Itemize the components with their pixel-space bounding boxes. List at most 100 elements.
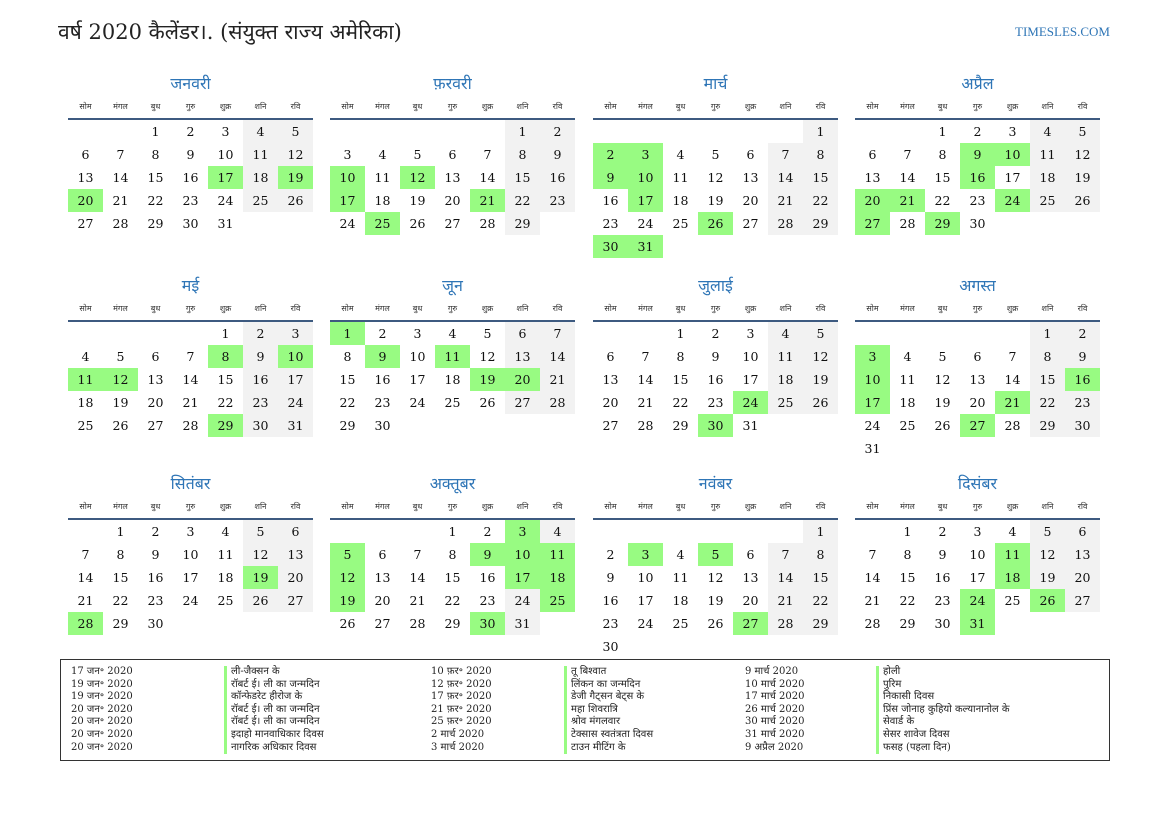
day-cell[interactable]: 20 <box>278 566 313 589</box>
day-cell[interactable]: 20 <box>1065 566 1100 589</box>
day-cell[interactable]: 8 <box>803 543 838 566</box>
holiday-day-cell[interactable]: 31 <box>628 235 663 258</box>
day-cell[interactable]: 29 <box>803 612 838 635</box>
day-cell[interactable]: 26 <box>339 616 356 631</box>
day-cell[interactable]: 21 <box>768 589 803 612</box>
day-cell[interactable]: 1 <box>803 120 838 143</box>
day-cell[interactable]: 20 <box>742 593 759 608</box>
day-cell[interactable]: 1 <box>676 326 685 341</box>
day-cell[interactable]: 30 <box>182 216 199 231</box>
day-cell[interactable]: 7 <box>768 543 803 566</box>
day-cell[interactable]: 25 <box>768 391 803 414</box>
day-cell[interactable]: 24 <box>864 418 881 433</box>
day-cell[interactable]: 5 <box>278 120 313 143</box>
holiday-day-cell[interactable]: 2 <box>593 143 628 166</box>
day-cell[interactable]: 21 <box>768 189 803 212</box>
day-cell[interactable]: 14 <box>112 170 129 185</box>
day-cell[interactable]: 7 <box>483 147 492 162</box>
holiday-day-cell[interactable]: 5 <box>330 543 365 566</box>
day-cell[interactable]: 24 <box>182 593 199 608</box>
day-cell[interactable]: 26 <box>409 216 426 231</box>
day-cell[interactable]: 24 <box>637 216 654 231</box>
holiday-day-cell[interactable]: 11 <box>540 543 575 566</box>
day-cell[interactable]: 1 <box>903 524 912 539</box>
day-cell[interactable]: 19 <box>1065 166 1100 189</box>
day-cell[interactable]: 15 <box>505 166 540 189</box>
holiday-day-cell[interactable]: 21 <box>470 189 505 212</box>
day-cell[interactable]: 12 <box>1030 543 1065 566</box>
day-cell[interactable]: 8 <box>448 547 457 562</box>
day-cell[interactable]: 22 <box>934 193 951 208</box>
day-cell[interactable]: 13 <box>969 372 986 387</box>
day-cell[interactable]: 17 <box>409 372 426 387</box>
holiday-day-cell[interactable]: 30 <box>698 414 733 437</box>
holiday-day-cell[interactable]: 9 <box>593 166 628 189</box>
day-cell[interactable]: 27 <box>602 418 619 433</box>
day-cell[interactable]: 22 <box>112 593 129 608</box>
day-cell[interactable]: 27 <box>77 216 94 231</box>
day-cell[interactable]: 29 <box>339 418 356 433</box>
holiday-day-cell[interactable]: 27 <box>855 212 890 235</box>
day-cell[interactable]: 6 <box>378 547 387 562</box>
day-cell[interactable]: 11 <box>243 143 278 166</box>
day-cell[interactable]: 28 <box>899 216 916 231</box>
day-cell[interactable]: 13 <box>374 570 391 585</box>
day-cell[interactable]: 29 <box>803 212 838 235</box>
day-cell[interactable]: 25 <box>1004 593 1021 608</box>
day-cell[interactable]: 24 <box>637 616 654 631</box>
holiday-day-cell[interactable]: 31 <box>960 612 995 635</box>
day-cell[interactable]: 8 <box>803 143 838 166</box>
day-cell[interactable]: 22 <box>1030 391 1065 414</box>
holiday-day-cell[interactable]: 11 <box>68 368 103 391</box>
day-cell[interactable]: 4 <box>378 147 387 162</box>
day-cell[interactable]: 15 <box>934 170 951 185</box>
day-cell[interactable]: 29 <box>505 212 540 235</box>
day-cell[interactable]: 13 <box>505 345 540 368</box>
day-cell[interactable]: 4 <box>903 349 912 364</box>
day-cell[interactable]: 3 <box>278 322 313 345</box>
day-cell[interactable]: 15 <box>444 570 461 585</box>
holiday-day-cell[interactable]: 10 <box>995 143 1030 166</box>
day-cell[interactable]: 25 <box>672 216 689 231</box>
day-cell[interactable]: 25 <box>77 418 94 433</box>
day-cell[interactable]: 31 <box>742 418 759 433</box>
day-cell[interactable]: 22 <box>672 395 689 410</box>
day-cell[interactable]: 31 <box>278 414 313 437</box>
day-cell[interactable]: 20 <box>147 395 164 410</box>
holiday-day-cell[interactable]: 20 <box>68 189 103 212</box>
day-cell[interactable]: 21 <box>77 593 94 608</box>
day-cell[interactable]: 14 <box>479 170 496 185</box>
holiday-day-cell[interactable]: 18 <box>995 566 1030 589</box>
day-cell[interactable]: 15 <box>147 170 164 185</box>
day-cell[interactable]: 20 <box>742 193 759 208</box>
day-cell[interactable]: 26 <box>707 616 724 631</box>
day-cell[interactable]: 17 <box>278 368 313 391</box>
day-cell[interactable]: 17 <box>637 593 654 608</box>
holiday-day-cell[interactable]: 26 <box>1030 589 1065 612</box>
day-cell[interactable]: 1 <box>1030 322 1065 345</box>
day-cell[interactable]: 22 <box>339 395 356 410</box>
day-cell[interactable]: 28 <box>479 216 496 231</box>
day-cell[interactable]: 17 <box>182 570 199 585</box>
holiday-day-cell[interactable]: 17 <box>208 166 243 189</box>
day-cell[interactable]: 15 <box>899 570 916 585</box>
day-cell[interactable]: 28 <box>864 616 881 631</box>
day-cell[interactable]: 5 <box>483 326 492 341</box>
day-cell[interactable]: 16 <box>479 570 496 585</box>
day-cell[interactable]: 3 <box>413 326 422 341</box>
day-cell[interactable]: 26 <box>243 589 278 612</box>
day-cell[interactable]: 24 <box>339 216 356 231</box>
holiday-day-cell[interactable]: 16 <box>960 166 995 189</box>
day-cell[interactable]: 15 <box>803 166 838 189</box>
day-cell[interactable]: 1 <box>116 524 125 539</box>
day-cell[interactable]: 30 <box>243 414 278 437</box>
day-cell[interactable]: 6 <box>448 147 457 162</box>
day-cell[interactable]: 3 <box>973 524 982 539</box>
day-cell[interactable]: 11 <box>672 170 689 185</box>
holiday-day-cell[interactable]: 11 <box>435 345 470 368</box>
day-cell[interactable]: 16 <box>540 166 575 189</box>
day-cell[interactable]: 9 <box>938 547 947 562</box>
day-cell[interactable]: 26 <box>803 391 838 414</box>
day-cell[interactable]: 19 <box>707 193 724 208</box>
day-cell[interactable]: 13 <box>1065 543 1100 566</box>
